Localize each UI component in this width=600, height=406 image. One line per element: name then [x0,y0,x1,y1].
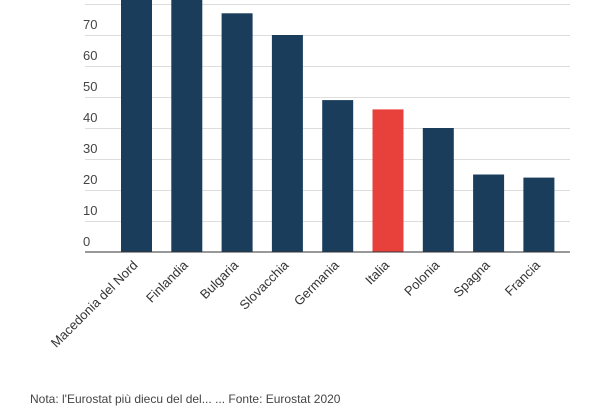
bar [271,35,303,252]
bar [221,13,253,252]
x-category-label: Germania [291,257,343,309]
y-tick-label: 40 [83,110,97,125]
x-category-label: Francia [502,257,544,299]
x-category-label: Spagna [450,257,493,300]
bars [121,0,555,253]
x-category-label: Slovacchia [236,257,292,313]
bar [523,177,555,252]
x-category-label: Italia [362,257,393,288]
y-tick-label: 50 [83,79,97,94]
bar [121,0,152,252]
bar [171,0,203,252]
bar [322,100,354,252]
y-tick-label: 60 [83,48,97,63]
x-category-label: Bulgaria [197,257,242,302]
y-tick-label: 30 [83,141,97,156]
x-category-label: Macedonia del Nord [48,258,141,351]
x-category-label: Polonia [401,257,443,299]
y-tick-label: 20 [83,172,97,187]
bar [473,174,505,252]
source-note: Nota: l'Eurostat più diecu del del... ..… [30,392,341,406]
bar [372,109,404,253]
y-tick-label: 10 [83,203,97,218]
x-axis-category-labels: Macedonia del Nord Finlandia BulgariaSlova… [48,257,544,350]
y-tick-label: 0 [83,234,90,249]
x-category-label: Finlandia [143,257,191,305]
y-axis-ticks: 0 10 20 30 40 50 60 70 [83,17,97,249]
bar [422,128,454,252]
y-tick-label: 70 [83,17,97,32]
